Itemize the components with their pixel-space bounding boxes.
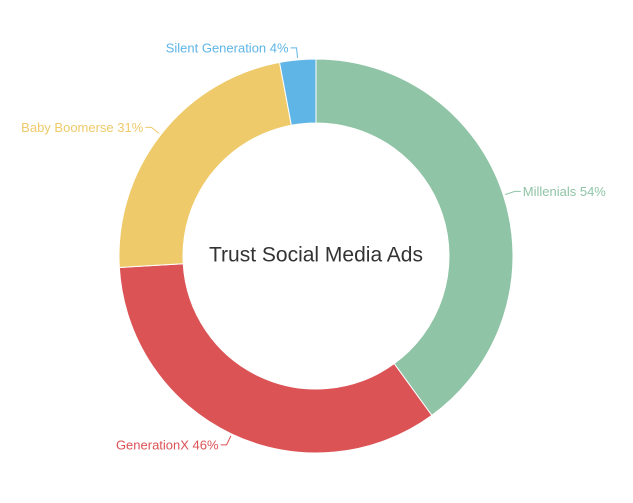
label-generationx: GenerationX 46% [116,437,219,452]
labels-group: Millenials 54% GenerationX 46% Baby Boomer… [21,40,606,452]
leader-lines-group [145,47,521,446]
slice-millenials[interactable] [315,58,514,417]
slice-generationx[interactable] [118,263,433,454]
label-millenials: Millenials 54% [523,184,607,199]
slice-baby-boomerse[interactable] [118,61,292,268]
slice-silent-generation[interactable] [278,58,317,126]
label-baby-boomerse: Baby Boomerse 31% [21,120,144,135]
leader-line-generationx [220,435,232,446]
slices-group [118,58,514,454]
leader-line-millenials [505,190,521,195]
label-silent-generation: Silent Generation 4% [166,40,289,55]
chart-title: Trust Social Media Ads [209,244,423,267]
leader-line-silent-generation [290,47,299,58]
leader-line-baby-boomerse [145,126,160,134]
